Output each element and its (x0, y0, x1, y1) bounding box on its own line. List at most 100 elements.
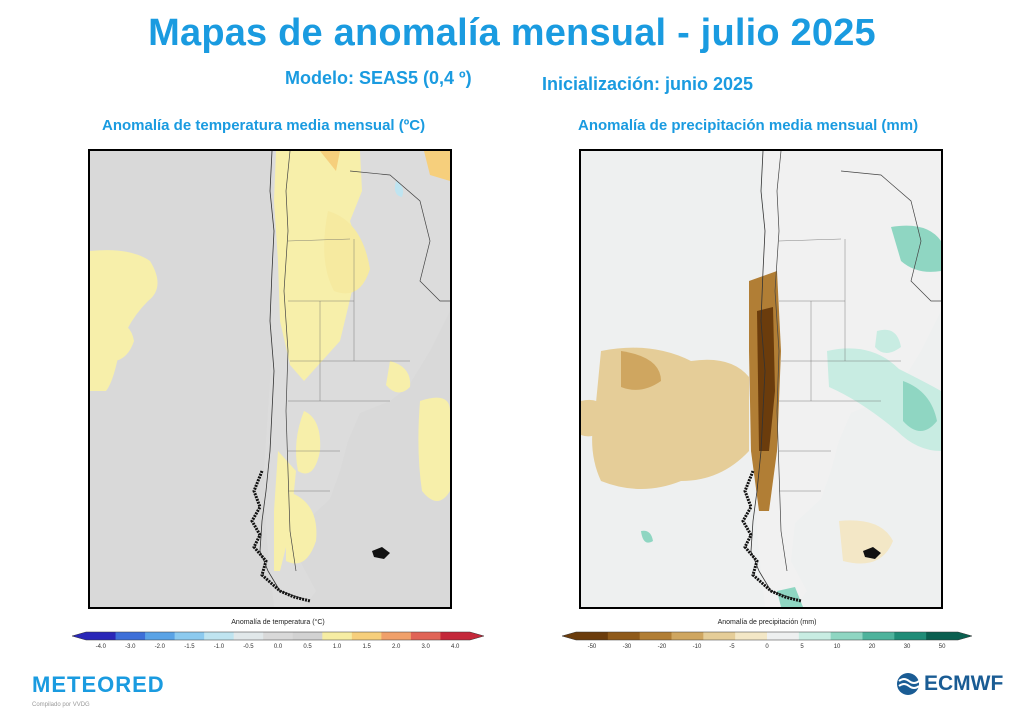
colorbar-segment (607, 632, 641, 640)
colorbar-segment (862, 632, 895, 640)
colorbar-segment (292, 632, 323, 640)
coastline (750, 151, 796, 600)
colorbar-segment (410, 632, 441, 640)
colorbar-segment (86, 632, 117, 640)
cool-anomaly-patch (394, 181, 404, 197)
warm-anomaly-patch (324, 211, 370, 294)
province-borders (287, 238, 410, 492)
colorbar-tick-label: 50 (938, 644, 946, 650)
wet-anomaly-patch (875, 329, 901, 353)
ecmwf-wave-icon (897, 673, 920, 695)
colorbar-tick-label: 3.0 (421, 644, 430, 650)
country-border (840, 170, 941, 302)
colorbar-tick-label: -1.0 (213, 644, 225, 650)
falkland-islands (863, 547, 881, 559)
warm-anomaly-patch (286, 491, 317, 564)
country-border (283, 151, 297, 572)
colorbar-segment (576, 632, 609, 640)
ecmwf-logo: ECMWF (896, 672, 1003, 696)
colorbar-segment (145, 632, 176, 640)
colorbar-tick-label: 4.0 (451, 644, 460, 650)
warm-anomaly-patch (100, 320, 134, 362)
dry-anomaly-patch (621, 351, 661, 390)
warm-anomaly-patch (296, 411, 321, 474)
colorbar-segment (174, 632, 205, 640)
colorbar-segment (115, 632, 146, 640)
colorbar-tick-label: 1.5 (362, 644, 371, 650)
colorbar-segment (894, 632, 927, 640)
colorbar-low-extension (72, 632, 86, 640)
colorbar-tick-label: -1.5 (184, 644, 195, 650)
southern-fjords (250, 470, 311, 603)
colorbar-segment (830, 632, 863, 640)
colorbar-segment (381, 632, 412, 640)
colorbar-tick-label: -10 (692, 644, 702, 650)
falkland-islands (372, 547, 390, 559)
colorbar-segment (703, 632, 736, 640)
colorbar-segment (735, 632, 768, 640)
wet-anomaly-patch (891, 225, 941, 272)
colorbar-tick-label: 0.0 (273, 644, 283, 650)
province-borders (778, 238, 901, 492)
colorbar-segment (767, 632, 800, 640)
dry-anomaly-patch (581, 399, 611, 437)
country-border (349, 170, 450, 302)
colorbar-tick-label: 0 (765, 644, 769, 650)
colorbar-tick-label: 1.0 (332, 644, 342, 650)
colorbar-tick-label: -4.0 (95, 644, 106, 650)
dry-anomaly-patch (757, 307, 775, 451)
warm-anomaly-patch (274, 451, 296, 571)
colorbar-tick-label: -30 (622, 644, 632, 650)
init-label: Inicialización: junio 2025 (542, 74, 754, 94)
page-title: Mapas de anomalía mensual - julio 2025 (148, 12, 876, 54)
colorbar-segment (263, 632, 294, 640)
warm-anomaly-patch (424, 151, 450, 181)
warm-anomaly-patch (274, 151, 362, 381)
colorbar-high-extension (958, 632, 972, 640)
country-border (774, 151, 788, 572)
colorbar-tick-label: 30 (903, 644, 911, 650)
warm-anomaly-patch (386, 361, 411, 393)
temperature-map-title: Anomalía de temperatura media mensual (º… (102, 117, 426, 134)
wet-anomaly-patch (903, 381, 937, 431)
colorbar-segment (322, 632, 353, 640)
dry-anomaly-patch (592, 347, 749, 489)
colorbar-tick-label: 20 (868, 644, 876, 650)
colorbar-tick-label: -50 (587, 644, 597, 650)
precipitation-map-title: Anomalía de precipitación media mensual … (578, 117, 919, 134)
colorbar-low-extension (562, 632, 576, 640)
colorbar-tick-label: -3.0 (125, 644, 136, 650)
colorbar-tick-label: -2.0 (154, 644, 166, 650)
credit-text: Compilado por VVDG (32, 702, 90, 708)
colorbar-segment (440, 632, 471, 640)
coastline (259, 151, 305, 600)
temperature-colorbar: Anomalía de temperatura (°C) -4.0 -3.0 -2.… (72, 619, 484, 653)
colorbar-tick-label: 5 (800, 644, 804, 650)
colorbar-segment (798, 632, 832, 640)
colorbar-segment (926, 632, 959, 640)
precipitation-colorbar: Anomalía de precipitación (mm) -50 -30 -20… (562, 619, 972, 653)
warm-anomaly-patch (418, 397, 450, 501)
colorbar-segment (351, 632, 382, 640)
southern-fjords (741, 470, 802, 603)
ecmwf-logo-text: ECMWF (924, 672, 1004, 695)
colorbar-tick-label: -20 (657, 644, 667, 650)
precipitation-anomaly-map (579, 149, 943, 609)
colorbar-high-extension (470, 632, 484, 640)
temperature-anomaly-map (88, 149, 452, 609)
colorbar-tick-label: -0.5 (243, 644, 254, 650)
colorbar-tick-label: 2.0 (391, 644, 401, 650)
colorbar-tick-label: 10 (833, 644, 841, 650)
warm-anomaly-patch (320, 151, 340, 171)
colorbar-segment (204, 632, 235, 640)
colorbar-tick-label: 0.5 (303, 644, 312, 650)
colorbar-segment (671, 632, 704, 640)
precipitation-colorbar-title: Anomalía de precipitación (mm) (717, 619, 817, 626)
colorbar-segment (639, 632, 672, 640)
wet-anomaly-patch (641, 530, 653, 543)
meteored-logo: METEORED (32, 672, 165, 697)
temperature-colorbar-title: Anomalía de temperatura (°C) (231, 619, 325, 626)
colorbar-segment (233, 632, 264, 640)
model-label: Modelo: SEAS5 (0,4 º) (285, 68, 472, 88)
colorbar-tick-label: -5 (729, 644, 735, 650)
